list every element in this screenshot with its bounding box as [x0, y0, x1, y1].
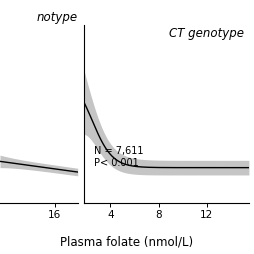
Text: CT genotype: CT genotype — [169, 27, 244, 40]
Text: notype: notype — [37, 11, 78, 24]
Text: N = 7,611
P< 0.001: N = 7,611 P< 0.001 — [94, 146, 143, 168]
Text: Plasma folate (nmol/L): Plasma folate (nmol/L) — [60, 236, 194, 249]
